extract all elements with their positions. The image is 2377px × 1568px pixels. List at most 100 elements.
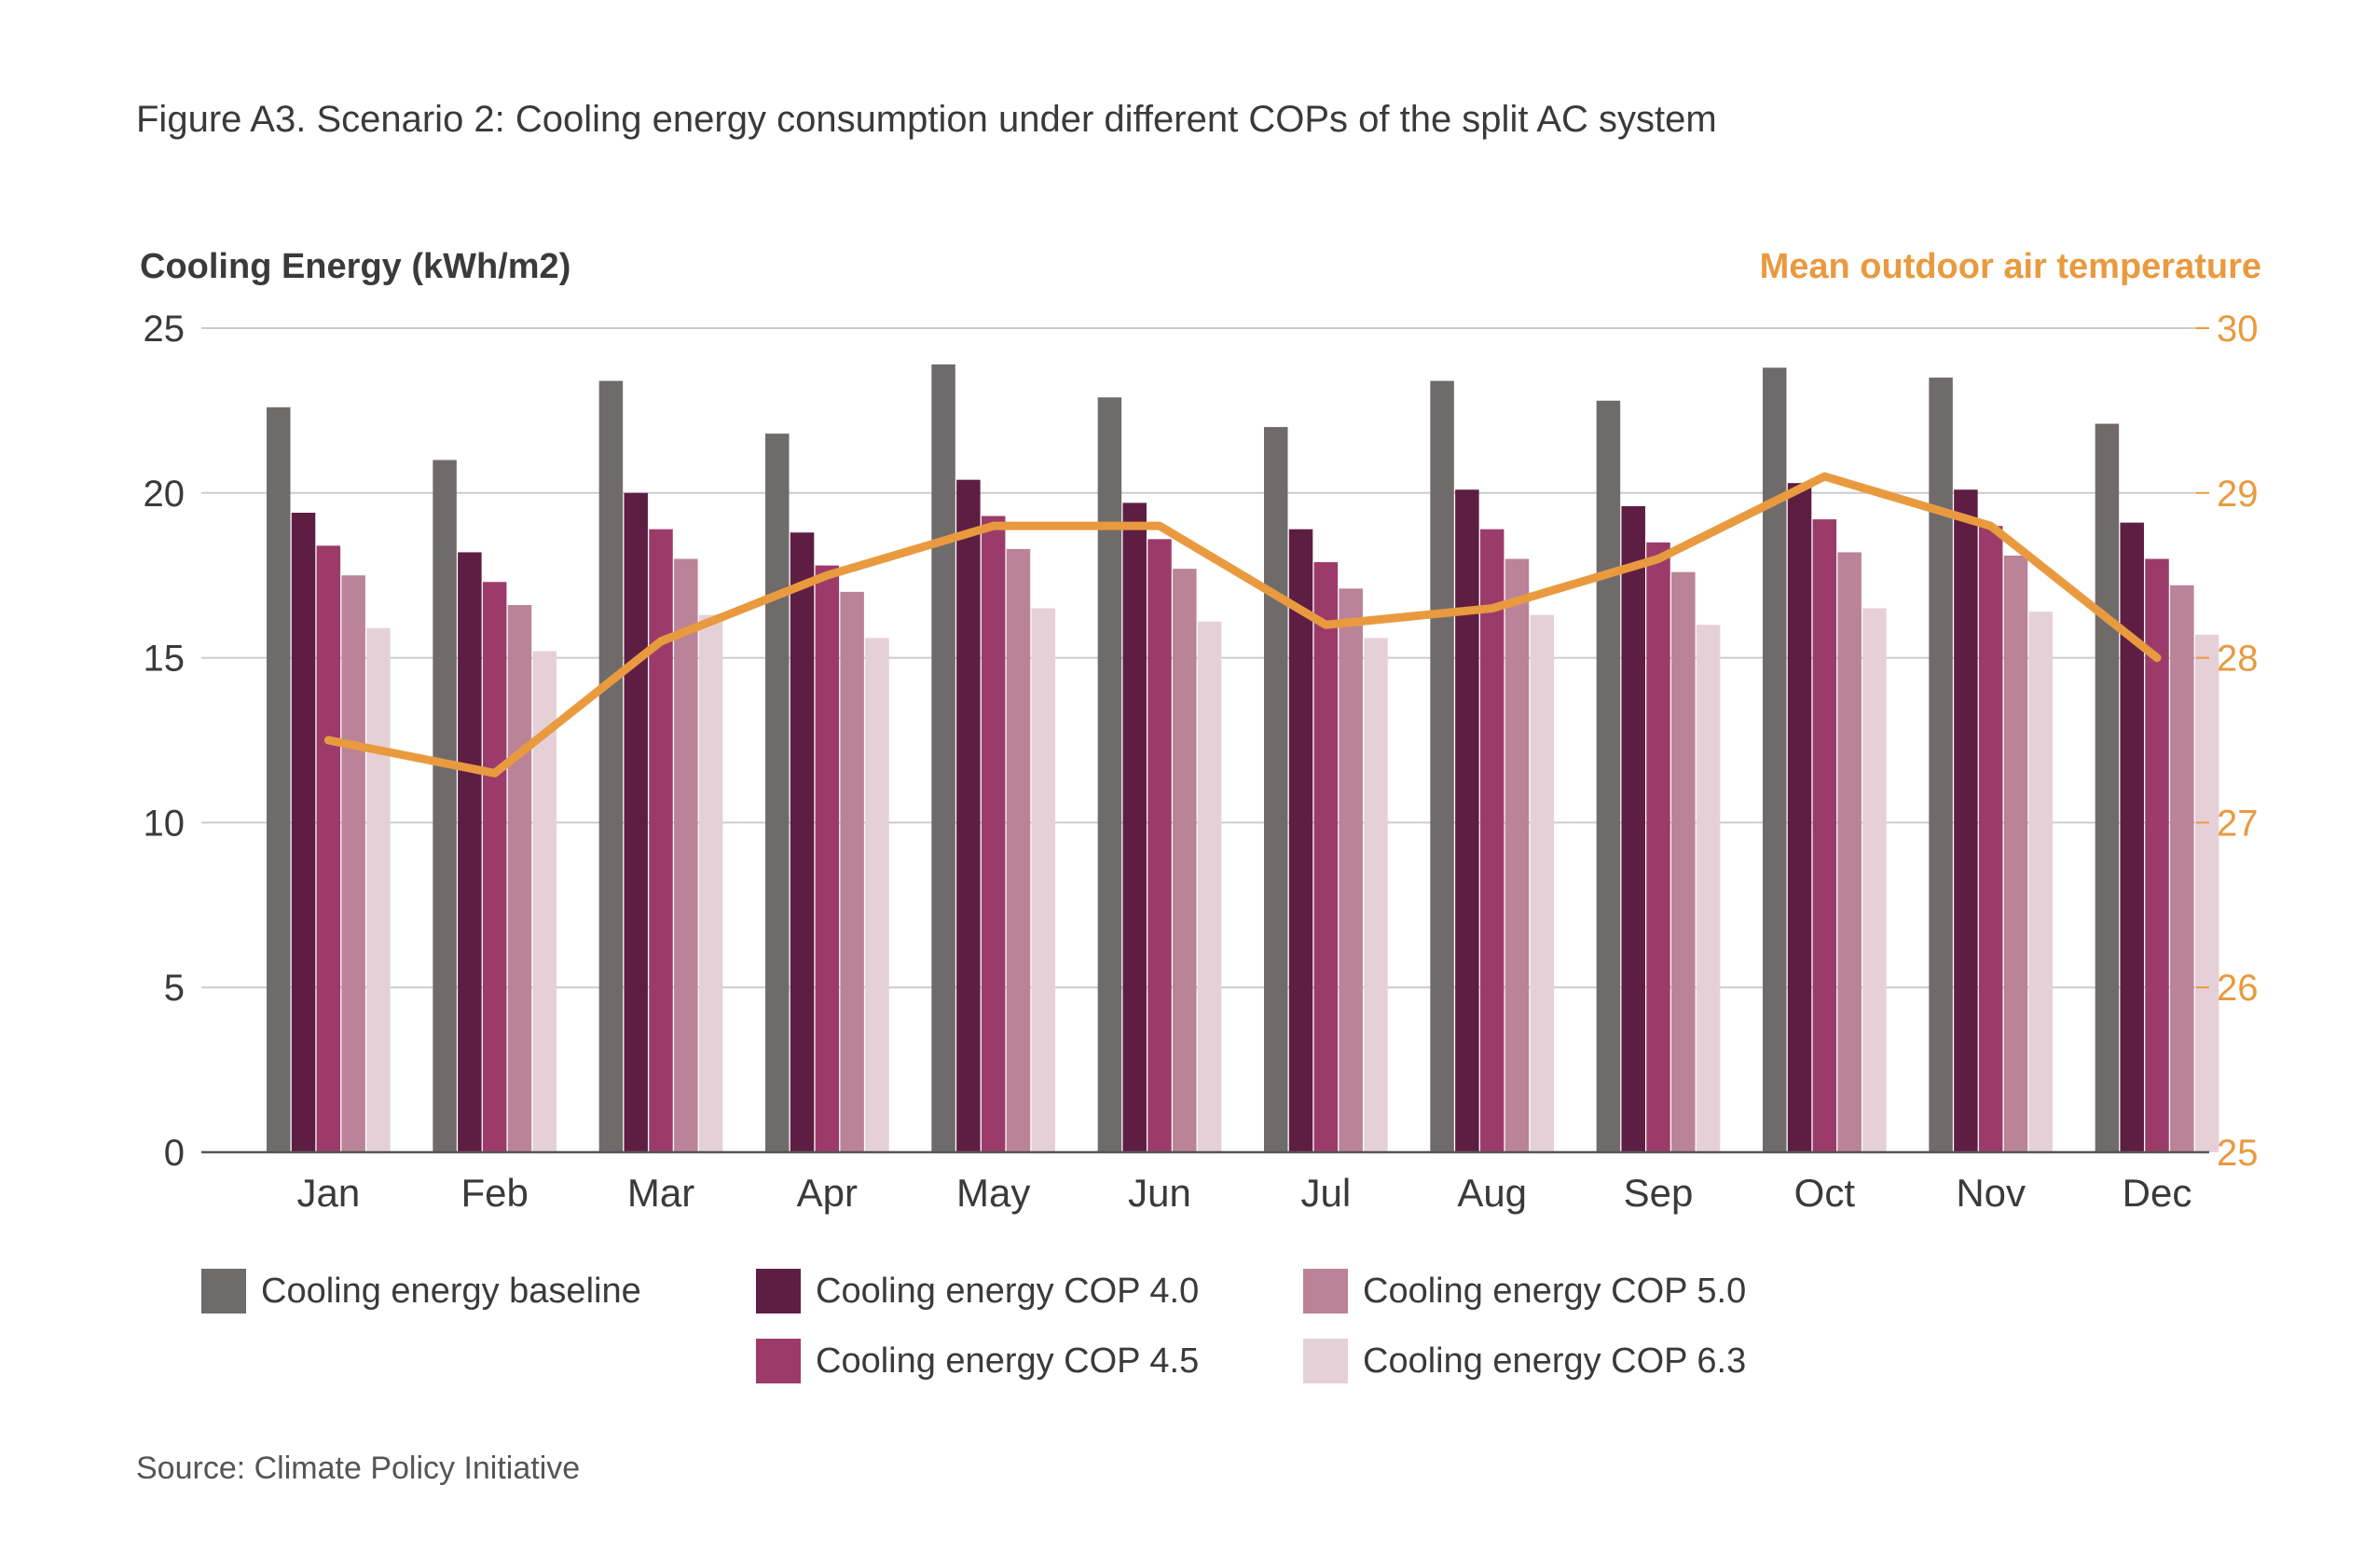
bar-cop50 <box>2170 585 2194 1152</box>
bar-cop40 <box>2120 522 2144 1152</box>
temperature-point <box>1823 475 1826 478</box>
x-tick-label: Dec <box>2123 1171 2192 1215</box>
y-tick-label: 15 <box>144 639 185 680</box>
bar-cop63 <box>1364 638 1388 1152</box>
temperature-point <box>1491 607 1493 610</box>
legend-label: Cooling energy baseline <box>261 1271 641 1311</box>
bar-baseline <box>598 380 624 1152</box>
temperature-point <box>327 739 330 741</box>
source-note: Source: Climate Policy Initiative <box>136 1451 581 1486</box>
bar-cop50 <box>840 591 864 1152</box>
bar-baseline <box>1264 427 1288 1153</box>
bar-cop45 <box>649 529 673 1152</box>
legend-item: Cooling energy COP 6.3 <box>1303 1338 1746 1384</box>
bar-cop50 <box>1837 552 1862 1152</box>
bar-cop40 <box>1455 489 1479 1152</box>
y2-tick-label: 30 <box>2217 309 2259 350</box>
bar-cop63 <box>1862 608 1887 1152</box>
bar-cop50 <box>1671 571 1696 1152</box>
bar-cop63 <box>2028 612 2054 1152</box>
bar-cop40 <box>1954 489 1978 1152</box>
bar-cop40 <box>1288 529 1313 1152</box>
x-tick-label: Feb <box>460 1171 528 1215</box>
bar-cop50 <box>1505 558 1530 1152</box>
bar-cop63 <box>1696 625 1721 1152</box>
bar-cop50 <box>1006 548 1031 1152</box>
y2-tick-label: 26 <box>2217 968 2259 1009</box>
x-tick-label: Sep <box>1624 1171 1694 1215</box>
bar-baseline <box>433 460 457 1152</box>
x-tick-label: Nov <box>1956 1171 2026 1215</box>
y2-tick-label: 25 <box>2217 1133 2259 1174</box>
y2-tick-label: 29 <box>2217 474 2259 515</box>
legend-label: Cooling energy COP 5.0 <box>1363 1271 1747 1311</box>
temperature-point <box>493 772 496 775</box>
y2-tick-label: 27 <box>2217 803 2259 844</box>
legend-item: Cooling energy baseline <box>201 1268 641 1314</box>
bar-cop45 <box>316 545 341 1152</box>
bar-cop45 <box>815 565 840 1152</box>
temperature-point <box>2156 656 2159 659</box>
legend-label: Cooling energy COP 4.0 <box>816 1271 1200 1311</box>
x-tick-label: Jun <box>1128 1171 1191 1215</box>
y-tick-label: 25 <box>144 309 185 350</box>
bar-baseline <box>267 406 291 1152</box>
y-tick-label: 0 <box>164 1133 185 1174</box>
bar-cop40 <box>458 552 482 1152</box>
x-tick-label: Oct <box>1794 1171 1856 1215</box>
legend-label: Cooling energy COP 6.3 <box>1363 1341 1747 1381</box>
bar-cop63 <box>698 614 723 1152</box>
bar-baseline <box>1430 380 1454 1152</box>
bar-cop40 <box>291 513 316 1152</box>
bar-cop45 <box>1812 519 1837 1152</box>
legend-item: Cooling energy COP 5.0 <box>1303 1268 1746 1314</box>
y-tick-label: 20 <box>144 474 185 515</box>
x-tick-label: Apr <box>797 1171 858 1215</box>
bar-cop63 <box>1530 614 1555 1152</box>
bar-cop40 <box>1787 483 1812 1152</box>
bar-cop50 <box>507 605 532 1152</box>
temperature-line-layer <box>323 472 2162 777</box>
bar-baseline <box>1929 378 1953 1152</box>
temperature-point <box>1657 557 1660 560</box>
x-tick-label: Aug <box>1457 1171 1527 1215</box>
bar-cop45 <box>1978 526 2003 1152</box>
x-tick-label: Jan <box>296 1171 360 1215</box>
bar-cop45 <box>1646 542 1670 1152</box>
bar-cop45 <box>1479 529 1505 1152</box>
legend-swatch <box>201 1269 246 1314</box>
bar-cop63 <box>2194 634 2219 1152</box>
bar-cop63 <box>1031 608 1056 1152</box>
bar-cop45 <box>1147 539 1172 1152</box>
y2-tick-label: 28 <box>2217 639 2259 680</box>
bar-baseline <box>1763 367 1787 1152</box>
y-tick-label: 10 <box>144 803 185 844</box>
y-tick-label: 5 <box>164 968 185 1009</box>
legend-swatch <box>1303 1339 1348 1383</box>
temperature-point <box>826 574 829 577</box>
bar-cop40 <box>624 492 648 1152</box>
temperature-line <box>323 472 2162 777</box>
bar-cop40 <box>1122 502 1147 1152</box>
y2-axis-label: Mean outdoor air temperature <box>1760 247 2261 286</box>
bar-cop50 <box>674 558 698 1152</box>
axes: 0 5 10 15 20 25 25 26 27 28 29 30 Jan Feb Mar Apr May Jun… <box>144 309 2259 1215</box>
bar-baseline <box>765 433 790 1153</box>
temperature-point <box>1325 624 1327 626</box>
temperature-point <box>1159 525 1161 528</box>
legend-item: Cooling energy COP 4.5 <box>756 1338 1199 1384</box>
bar-cop45 <box>981 516 1006 1152</box>
legend-label: Cooling energy COP 4.5 <box>816 1341 1200 1381</box>
bar-baseline <box>1097 397 1122 1153</box>
bar-cop50 <box>1173 569 1197 1152</box>
temperature-point <box>660 640 663 642</box>
legend-item: Cooling energy COP 4.0 <box>756 1268 1199 1314</box>
legend-swatch <box>756 1269 801 1314</box>
bar-cop50 <box>2003 555 2028 1152</box>
x-tick-label: Jul <box>1300 1171 1351 1215</box>
temperature-point <box>1989 525 1992 528</box>
bar-cop45 <box>1313 562 1339 1152</box>
bar-cop40 <box>1621 505 1645 1152</box>
bar-cop40 <box>790 532 815 1152</box>
bar-cop50 <box>1339 588 1363 1152</box>
